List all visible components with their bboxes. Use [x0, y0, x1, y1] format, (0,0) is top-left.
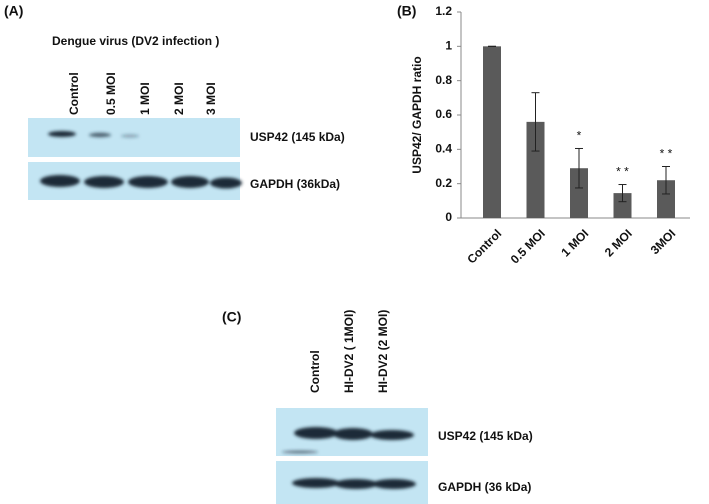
x-tick-label: 2 MOI: [602, 226, 635, 259]
blot-label: USP42 (145 kDa): [438, 429, 533, 443]
bar: [526, 121, 545, 218]
lane-label: Control: [308, 350, 322, 393]
y-axis-title: USP42/ GAPDH ratio: [410, 56, 424, 173]
bar: [613, 193, 632, 218]
blot-label: GAPDH (36kDa): [250, 177, 340, 191]
y-tick-label: 1: [445, 39, 452, 53]
significance: * *: [660, 147, 673, 161]
lane-label: Control: [67, 72, 81, 115]
x-tick-label: Control: [464, 226, 504, 266]
bar: [657, 180, 675, 218]
blot-label: GAPDH (36 kDa): [438, 480, 531, 494]
lane-label: HI-DV2 (2 MOI): [376, 310, 390, 393]
lane-label: 3 MOI: [204, 82, 218, 115]
bar: [570, 168, 588, 218]
lane-label: 1 MOI: [138, 82, 152, 115]
x-tick-label: 1 MOI: [558, 226, 591, 259]
lane-label: 0.5 MOI: [104, 72, 118, 115]
y-tick-label: 0.2: [435, 176, 452, 190]
panel-label: (C): [222, 309, 241, 325]
x-tick-label: 0.5 MOI: [508, 226, 548, 266]
lane-label: HI-DV2 ( 1MOI): [342, 310, 356, 393]
y-tick-label: 0: [445, 210, 452, 224]
blot-image: [28, 118, 242, 200]
bar: [483, 46, 501, 219]
y-tick-label: 0.6: [435, 107, 452, 121]
significance: *: [577, 129, 582, 143]
lane-label: 2 MOI: [172, 82, 186, 115]
blot-title: Dengue virus (DV2 infection ): [52, 34, 219, 48]
panel-label: (A): [4, 3, 23, 19]
panel-label: (B): [397, 3, 416, 19]
blot-label: USP42 (145 kDa): [250, 130, 345, 144]
blot-image: [276, 408, 428, 504]
y-tick-label: 1.2: [435, 4, 452, 18]
y-tick-label: 0.8: [435, 73, 452, 87]
significance: * *: [616, 165, 629, 179]
y-tick-label: 0.4: [435, 142, 452, 156]
x-tick-label: 3MOI: [648, 226, 679, 257]
